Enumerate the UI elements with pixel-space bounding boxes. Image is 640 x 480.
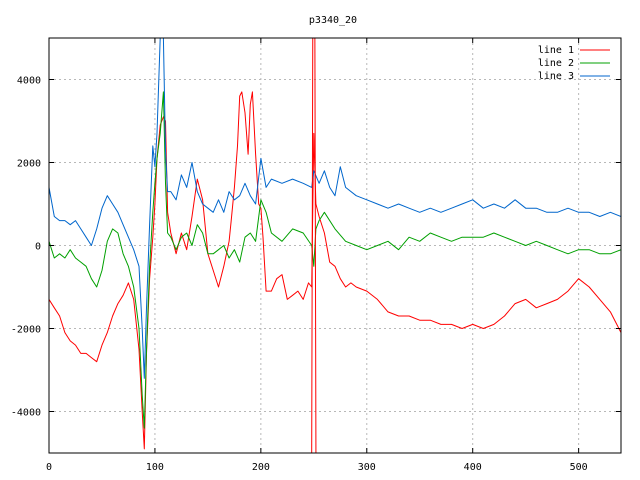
y-tick-label: 0 [35, 242, 41, 253]
series-layer [49, 38, 621, 453]
y-tick-label: -2000 [11, 325, 41, 336]
y-tick-label: 2000 [17, 159, 41, 170]
series-line-1-spike [311, 38, 317, 453]
legend-label: line 2 [538, 58, 574, 69]
legend-label: line 3 [538, 71, 574, 82]
series-line-2 [49, 91, 621, 429]
y-tick-label: -4000 [11, 408, 41, 419]
x-tick-label: 400 [464, 462, 482, 473]
x-tick-label: 200 [252, 462, 270, 473]
x-tick-label: 300 [358, 462, 376, 473]
x-tick-label: 100 [146, 462, 164, 473]
chart-title: p3340_20 [309, 15, 357, 26]
axis-ticks: 0 100 200 300 400 500 -4000 -2000 0 2000 4000 [11, 38, 621, 473]
y-tick-label: 4000 [17, 76, 41, 87]
series-line-3 [49, 38, 621, 379]
legend-label: line 1 [538, 45, 574, 56]
x-tick-label: 500 [570, 462, 588, 473]
grid-lines [49, 38, 621, 453]
series-line-1 [49, 91, 621, 450]
x-tick-label: 0 [46, 462, 52, 473]
legend: line 1 line 2 line 3 [538, 45, 610, 82]
